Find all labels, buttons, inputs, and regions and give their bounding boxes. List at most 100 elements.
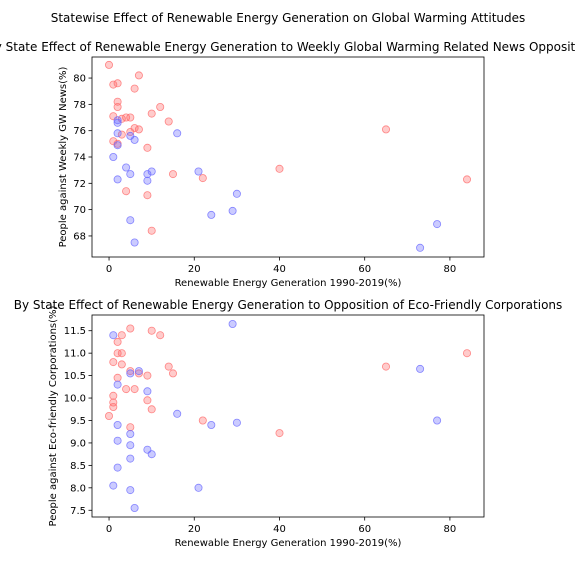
y-tick-label: 72 [73, 179, 86, 190]
y-tick-label: 11.5 [64, 326, 86, 337]
y-tick-label: 9.5 [70, 416, 86, 427]
scatter-point [122, 163, 131, 172]
scatter-point [207, 210, 216, 219]
scatter-point [228, 206, 237, 215]
scatter-point [134, 367, 143, 376]
scatter-point [130, 135, 139, 144]
x-tick-label: 0 [106, 524, 112, 535]
scatter-point [126, 113, 135, 122]
figure-suptitle: Statewise Effect of Renewable Energy Gen… [51, 11, 526, 25]
x-tick-label: 40 [273, 264, 286, 275]
scatter-point [109, 112, 118, 121]
scatter-point [134, 71, 143, 80]
scatter-point [122, 187, 131, 196]
scatter-point [381, 362, 390, 371]
scatter-point [117, 360, 126, 369]
chart-top-title: By State Effect of Renewable Energy Gene… [0, 40, 576, 54]
scatter-point [433, 416, 442, 425]
scatter-point [109, 402, 118, 411]
scatter-point [109, 481, 118, 490]
scatter-point [113, 103, 122, 112]
scatter-point [113, 337, 122, 346]
scatter-point [117, 331, 126, 340]
scatter-point [147, 109, 156, 118]
scatter-point [109, 137, 118, 146]
scatter-point [126, 429, 135, 438]
scatter-point [126, 369, 135, 378]
scatter-point [416, 364, 425, 373]
chart-top-xticks: 0 20 40 60 80 [106, 257, 456, 275]
x-tick-label: 0 [106, 264, 112, 275]
scatter-point [168, 170, 177, 179]
chart-bottom: By State Effect of Renewable Energy Gene… [14, 298, 563, 549]
x-tick-label: 40 [273, 524, 286, 535]
y-tick-label: 8.5 [70, 461, 86, 472]
scatter-point [126, 131, 135, 140]
scatter-point [113, 436, 122, 445]
scatter-point [109, 331, 118, 340]
scatter-point [134, 125, 143, 134]
scatter-point [143, 396, 152, 405]
scatter-point [275, 429, 284, 438]
scatter-point [117, 349, 126, 358]
scatter-point [228, 319, 237, 328]
y-tick-label: 10.0 [64, 394, 86, 405]
scatter-point [143, 387, 152, 396]
scatter-point [147, 167, 156, 176]
scatter-point [113, 141, 122, 150]
y-tick-label: 70 [73, 205, 86, 216]
scatter-point [105, 411, 114, 420]
scatter-point [113, 118, 122, 127]
scatter-point [130, 385, 139, 394]
scatter-point [143, 170, 152, 179]
y-tick-label: 8.0 [70, 483, 86, 494]
scatter-point [143, 143, 152, 152]
x-tick-label: 80 [444, 264, 457, 275]
scatter-point [113, 420, 122, 429]
scatter-point [164, 117, 173, 126]
x-tick-label: 60 [358, 524, 371, 535]
chart-bottom-frame [91, 314, 485, 518]
y-tick-label: 68 [73, 231, 86, 242]
scatter-point [462, 349, 471, 358]
chart-bottom-ylabel: People against Eco-friendly Corporations… [48, 305, 59, 526]
y-tick-label: 78 [73, 100, 86, 111]
scatter-point [232, 189, 241, 198]
scatter-point [122, 113, 131, 122]
scatter-point [173, 129, 182, 138]
scatter-point [156, 103, 165, 112]
scatter-point [164, 362, 173, 371]
y-tick-label: 11.0 [64, 349, 86, 360]
chart-bottom-title: By State Effect of Renewable Energy Gene… [14, 298, 563, 312]
scatter-point [105, 60, 114, 69]
scatter-point [168, 369, 177, 378]
scatter-point [130, 238, 139, 247]
y-tick-label: 10.5 [64, 371, 86, 382]
scatter-point [198, 174, 207, 183]
scatter-point [232, 418, 241, 427]
x-tick-label: 20 [188, 264, 201, 275]
scatter-point [416, 243, 425, 252]
scatter-point [126, 454, 135, 463]
scatter-point [147, 450, 156, 459]
y-tick-label: 9.0 [70, 438, 86, 449]
scatter-point [147, 226, 156, 235]
scatter-point [173, 409, 182, 418]
y-tick-label: 74 [73, 153, 86, 164]
chart-bottom-xlabel: Renewable Energy Generation 1990-2019(%) [175, 538, 402, 549]
scatter-point [194, 167, 203, 176]
scatter-point [134, 369, 143, 378]
chart-top-points [105, 60, 471, 252]
scatter-point [109, 358, 118, 367]
chart-top-ylabel: People against Weekly GW News(%) [58, 66, 69, 247]
chart-bottom-xticks: 0 20 40 60 80 [106, 517, 456, 535]
scatter-point [275, 164, 284, 173]
scatter-point [462, 175, 471, 184]
scatter-point [381, 125, 390, 134]
scatter-point [143, 191, 152, 200]
scatter-point [147, 405, 156, 414]
y-tick-label: 76 [73, 126, 86, 137]
scatter-point [147, 326, 156, 335]
scatter-point [130, 84, 139, 93]
